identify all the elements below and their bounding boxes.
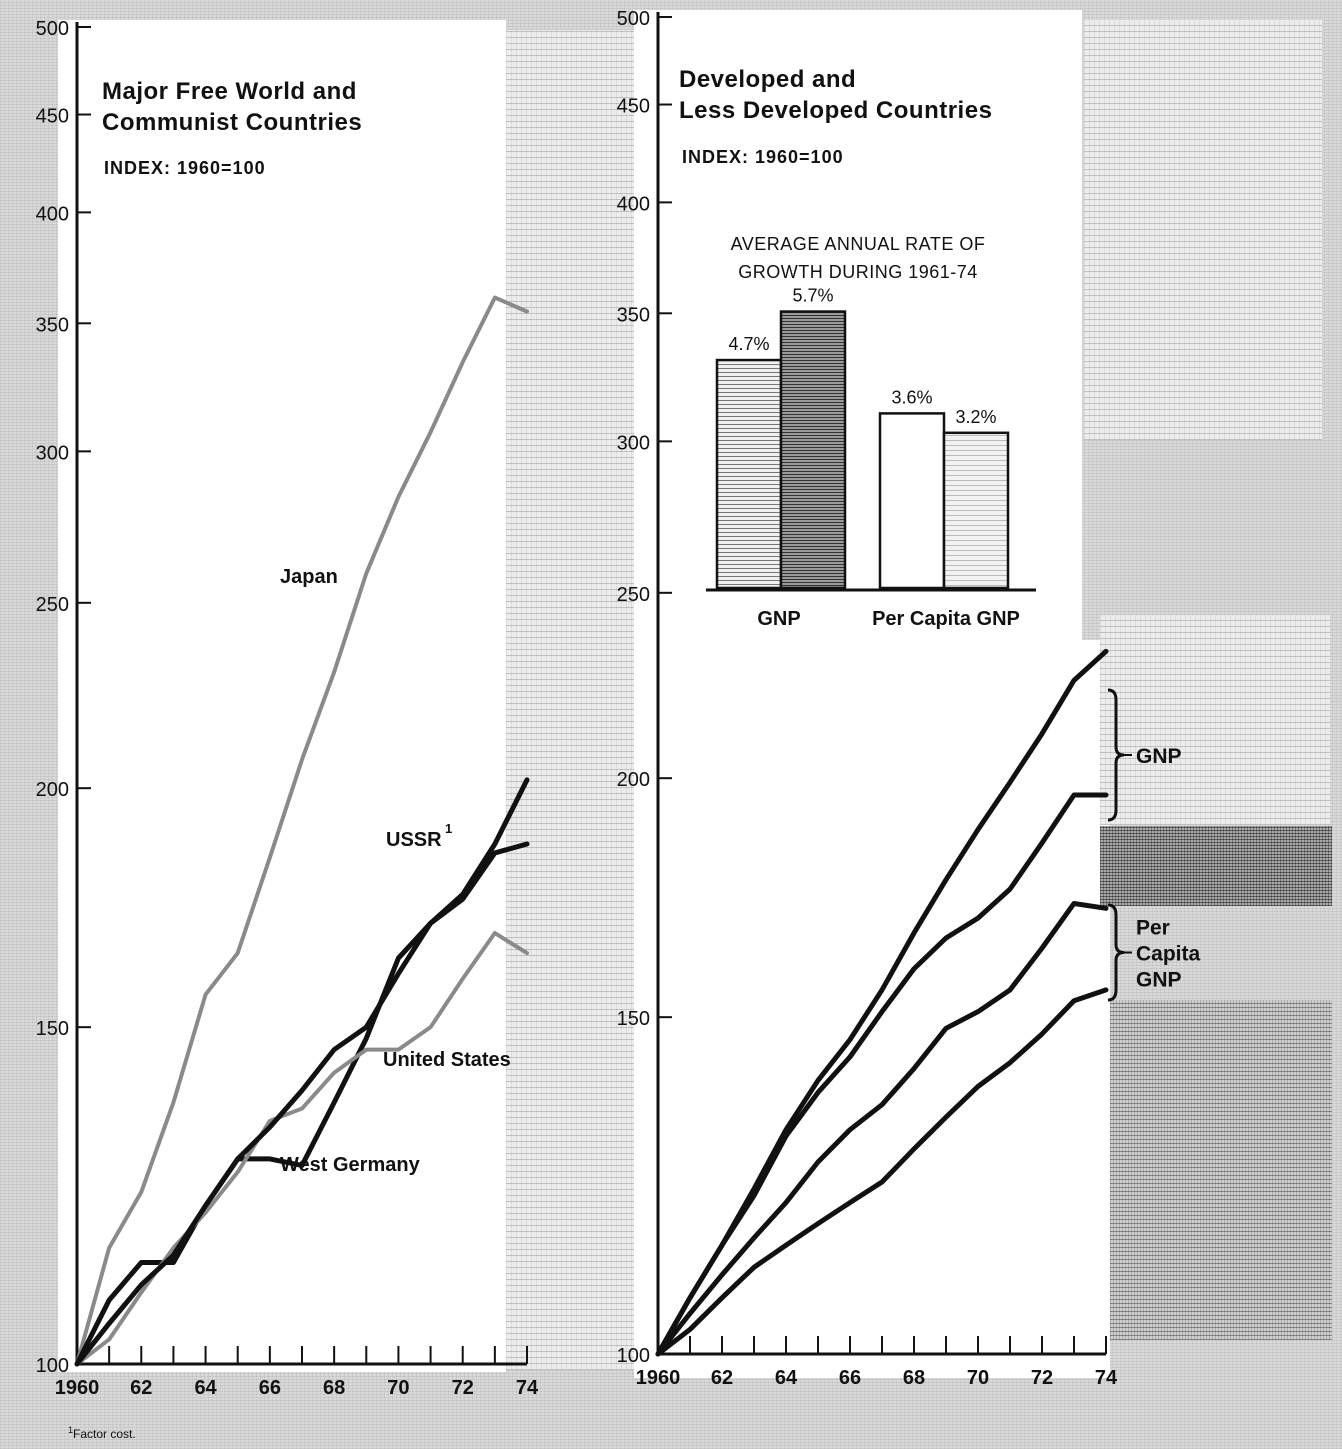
series-label-japan: Japan — [280, 566, 338, 588]
right-y-tick-label: 450 — [617, 96, 650, 118]
inset-data-label: 3.6% — [891, 387, 932, 407]
inset-bar-gnp-1 — [715, 358, 783, 590]
right-series-line-2 — [655, 792, 1109, 1357]
right-series-group — [655, 648, 1109, 1357]
right-halftone-strip-top — [1084, 20, 1322, 440]
per-capita-gnp-bracket-brace — [1107, 903, 1125, 1002]
inset-title-line1: AVERAGE ANNUAL RATE OF — [731, 234, 986, 254]
gnp-bracket: GNP — [1107, 688, 1182, 822]
right-axes: 100 150 200 250 300 350 400 450 500 1960 62 64 66 68 7… — [617, 8, 1118, 1389]
right-y-tick-label: 350 — [617, 304, 650, 326]
left-y-tick-label: 300 — [36, 442, 69, 464]
ussr-footnote-marker: 1 — [445, 821, 452, 836]
series-label-united-states: United States — [383, 1049, 511, 1071]
inset-category-label: Per Capita GNP — [872, 608, 1020, 630]
right-series-line-4 — [655, 987, 1109, 1357]
left-x-tick-label: 64 — [194, 1377, 217, 1399]
footnote-text: Factor cost. — [73, 1427, 136, 1441]
left-chart-panel — [58, 20, 506, 1372]
series-label-west-germany: West Germany — [280, 1154, 421, 1176]
right-y-tick-label: 500 — [617, 8, 650, 30]
left-chart-title: Major Free World and Communist Countries — [102, 76, 362, 138]
left-x-tick-label: 72 — [452, 1377, 474, 1399]
left-y-tick-label: 350 — [36, 314, 69, 336]
left-index-label: INDEX: 1960=100 — [104, 158, 266, 178]
left-y-tick-label: 450 — [36, 106, 69, 128]
right-x-tick-label: 1960 — [636, 1367, 681, 1389]
left-x-tick-label: 74 — [516, 1377, 539, 1399]
left-y-tick-label: 150 — [36, 1018, 69, 1040]
per-capita-gnp-bracket-label-line3: GNP — [1136, 969, 1182, 992]
inset-bar-per-capita-gnp-2 — [942, 431, 1010, 590]
right-series-line-3 — [655, 900, 1109, 1357]
series-label-ussr: USSR — [386, 829, 442, 851]
left-y-tick-label: 100 — [36, 1355, 69, 1377]
right-y-tick-label: 400 — [617, 193, 650, 215]
right-halftone-strip-dark — [1100, 826, 1332, 906]
left-series-line-1 — [75, 295, 529, 1366]
left-x-tick-label: 1960 — [55, 1377, 100, 1399]
right-x-tick-label: 72 — [1031, 1367, 1053, 1389]
left-y-tick-label: 400 — [36, 203, 69, 225]
left-series-line-4 — [74, 777, 530, 1367]
left-halftone-strip — [506, 30, 634, 1370]
gnp-bracket-brace — [1107, 688, 1125, 822]
right-chart-title-line1: Developed and — [679, 66, 857, 93]
inset-category-label: GNP — [757, 608, 800, 630]
per-capita-gnp-bracket-label-line1: Per — [1136, 917, 1170, 940]
left-y-tick-label: 250 — [36, 594, 69, 616]
right-halftone-strip-low — [1110, 1000, 1332, 1340]
right-x-tick-label: 68 — [903, 1367, 925, 1389]
right-x-tick-label: 74 — [1095, 1367, 1118, 1389]
left-chart-title-line2: Communist Countries — [102, 109, 363, 136]
right-y-tick-label: 300 — [617, 432, 650, 454]
right-x-tick-label: 66 — [839, 1367, 861, 1389]
footnote-marker: 1 — [68, 1425, 74, 1435]
left-x-tick-label: 62 — [130, 1377, 152, 1399]
right-y-tick-label: 100 — [617, 1345, 650, 1367]
right-chart-title-line2: Less Developed Countries — [679, 97, 993, 124]
left-x-tick-label: 70 — [387, 1377, 409, 1399]
right-chart-title: Developed and Less Developed Countries — [679, 64, 992, 126]
growth-rate-inset: AVERAGE ANNUAL RATE OF GROWTH DURING 1961… — [700, 228, 1036, 638]
left-series-group — [74, 295, 530, 1367]
left-series-line-3 — [75, 931, 529, 1366]
right-series-line-1 — [655, 648, 1109, 1357]
right-y-tick-label: 250 — [617, 584, 650, 606]
right-y-tick-label: 200 — [617, 769, 650, 791]
right-index-label: INDEX: 1960=100 — [682, 147, 844, 167]
inset-bar-per-capita-gnp-1 — [878, 412, 946, 590]
inset-title-line2: GROWTH DURING 1961-74 — [738, 262, 978, 282]
right-x-tick-label: 70 — [967, 1367, 989, 1389]
right-halftone-strip-mid — [1100, 615, 1330, 825]
left-y-tick-label: 200 — [36, 779, 69, 801]
gnp-bracket-label: GNP — [1136, 745, 1182, 768]
left-x-tick-label: 68 — [323, 1377, 345, 1399]
left-x-tick-label: 66 — [259, 1377, 281, 1399]
inset-data-label: 4.7% — [728, 334, 769, 354]
inset-bar-gnp-2 — [779, 310, 847, 590]
per-capita-gnp-bracket-label-line2: Capita — [1136, 943, 1201, 966]
per-capita-gnp-bracket: Per Capita GNP — [1107, 903, 1201, 1002]
right-x-tick-label: 62 — [711, 1367, 733, 1389]
left-axes: 100 150 200 250 300 350 400 450 500 1960 62 64 66 68 7… — [36, 18, 539, 1399]
right-x-tick-label: 64 — [775, 1367, 798, 1389]
inset-data-label: 5.7% — [792, 286, 833, 306]
right-y-tick-label: 150 — [617, 1008, 650, 1030]
footnote: 1Factor cost. — [68, 1425, 136, 1441]
inset-data-label: 3.2% — [955, 407, 996, 427]
left-y-tick-label: 500 — [36, 18, 69, 40]
left-chart-title-line1: Major Free World and — [102, 78, 357, 105]
